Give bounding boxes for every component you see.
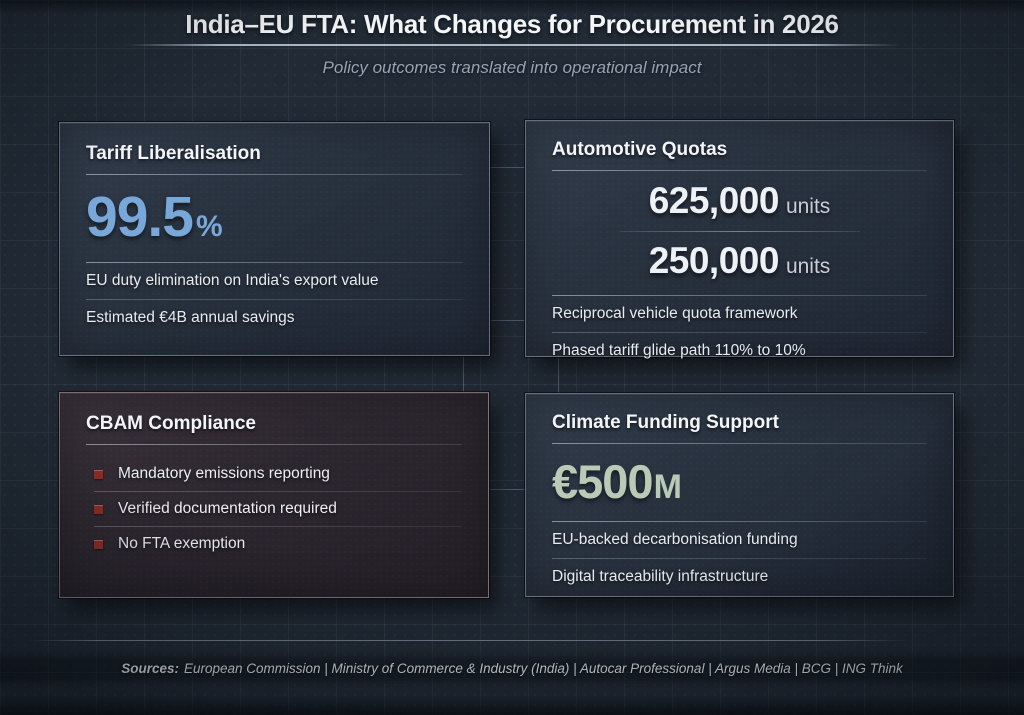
climate-line-2: Digital traceability infrastructure xyxy=(552,568,769,585)
connector-line xyxy=(490,167,525,168)
card-title: Climate Funding Support xyxy=(552,412,779,433)
climate-stat-unit: M xyxy=(653,468,682,506)
climate-stat-value: €500 xyxy=(552,455,654,508)
red-square-bullet-icon xyxy=(94,470,103,479)
divider xyxy=(552,170,927,171)
divider xyxy=(86,444,462,445)
quota-value-2: 250,000 xyxy=(648,239,780,281)
list-item: No FTA exemption xyxy=(94,527,462,561)
card-title: CBAM Compliance xyxy=(86,413,256,434)
cbam-bullet-1: Mandatory emissions reporting xyxy=(118,465,330,482)
card-cbam-compliance: CBAM Compliance Mandatory emissions repo… xyxy=(59,392,489,598)
sources-line: Sources: European Commission | Ministry o… xyxy=(0,661,1024,676)
page-subtitle: Policy outcomes translated into operatio… xyxy=(322,58,702,77)
divider xyxy=(86,174,463,175)
list-item: Verified documentation required xyxy=(94,492,462,526)
red-square-bullet-icon xyxy=(94,540,103,549)
quotas-line-2: Phased tariff glide path 110% to 10% xyxy=(552,342,806,360)
card-title: Automotive Quotas xyxy=(552,139,728,160)
tariff-stat: 99.5% xyxy=(86,189,463,246)
quota-value-1: 625,000 xyxy=(648,180,780,221)
connector-line xyxy=(463,357,464,393)
list-item: Mandatory emissions reporting xyxy=(94,457,462,491)
tariff-line-2: Estimated €4B annual savings xyxy=(86,309,295,326)
page-title: India–EU FTA: What Changes for Procureme… xyxy=(185,9,839,39)
tariff-line-1: EU duty elimination on India's export va… xyxy=(86,272,379,289)
title-divider xyxy=(126,44,900,46)
quota-figure-1: 625,000 units xyxy=(552,177,927,226)
quota-unit-1: units xyxy=(785,195,831,218)
cbam-bullet-2: Verified documentation required xyxy=(118,500,337,517)
connector-line xyxy=(489,489,525,490)
footer-divider xyxy=(28,640,908,641)
cbam-bullet-3: No FTA exemption xyxy=(118,535,246,552)
tariff-stat-value: 99.5 xyxy=(86,185,194,249)
card-title: Tariff Liberalisation xyxy=(86,143,261,164)
climate-line-1: EU-backed decarbonisation funding xyxy=(552,531,798,548)
tariff-stat-unit: % xyxy=(195,210,223,243)
sources-list: European Commission | Ministry of Commer… xyxy=(183,661,903,676)
climate-stat: €500M xyxy=(552,458,927,505)
card-tariff-liberalisation: Tariff Liberalisation 99.5% EU duty elim… xyxy=(59,122,490,356)
divider xyxy=(552,443,927,444)
quotas-line-1: Reciprocal vehicle quota framework xyxy=(552,305,798,323)
cbam-bullet-list: Mandatory emissions reporting Verified d… xyxy=(86,457,462,561)
card-automotive-quotas: Automotive Quotas 625,000 units 250,000 un… xyxy=(525,120,954,359)
connector-line xyxy=(490,320,525,321)
quota-unit-2: units xyxy=(785,254,831,278)
quota-figure-2: 250,000 units xyxy=(552,237,927,286)
divider xyxy=(619,230,860,232)
quota-figures: 625,000 units 250,000 units xyxy=(552,177,927,285)
card-climate-funding: Climate Funding Support €500M EU-backed … xyxy=(525,393,954,597)
red-square-bullet-icon xyxy=(94,505,103,514)
sources-label: Sources: xyxy=(121,661,179,676)
